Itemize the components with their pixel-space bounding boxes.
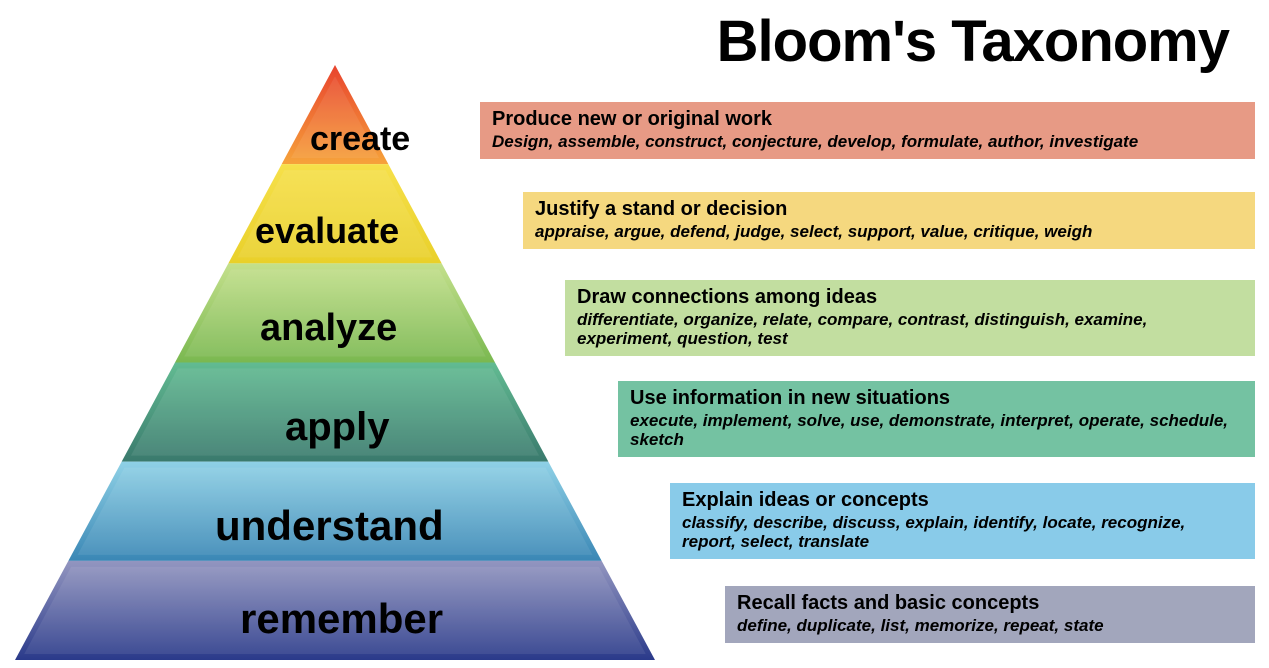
desc-box-analyze: Draw connections among ideas differentia… [565,280,1255,356]
page-title: Bloom's Taxonomy [717,8,1229,75]
desc-heading: Justify a stand or decision [535,198,1243,221]
desc-box-understand: Explain ideas or concepts classify, desc… [670,483,1255,559]
desc-box-apply: Use information in new situations execut… [618,381,1255,457]
pyramid-label-remember: remember [240,595,443,643]
pyramid-label-apply: apply [285,405,389,450]
desc-verbs: execute, implement, solve, use, demonstr… [630,411,1243,449]
desc-verbs: Design, assemble, construct, conjecture,… [492,132,1243,151]
pyramid-label-analyze: analyze [260,307,397,350]
desc-verbs: classify, describe, discuss, explain, id… [682,513,1243,551]
desc-heading: Recall facts and basic concepts [737,592,1243,615]
desc-box-evaluate: Justify a stand or decision appraise, ar… [523,192,1255,249]
desc-heading: Explain ideas or concepts [682,489,1243,512]
desc-verbs: define, duplicate, list, memorize, repea… [737,616,1243,635]
desc-verbs: appraise, argue, defend, judge, select, … [535,222,1243,241]
pyramid-label-understand: understand [215,502,444,550]
desc-heading: Produce new or original work [492,108,1243,131]
pyramid-label-evaluate: evaluate [255,210,399,252]
desc-verbs: differentiate, organize, relate, compare… [577,310,1243,348]
desc-box-create: Produce new or original work Design, ass… [480,102,1255,159]
desc-box-remember: Recall facts and basic concepts define, … [725,586,1255,643]
desc-heading: Draw connections among ideas [577,286,1243,309]
desc-heading: Use information in new situations [630,387,1243,410]
pyramid-label-create: create [310,120,410,159]
